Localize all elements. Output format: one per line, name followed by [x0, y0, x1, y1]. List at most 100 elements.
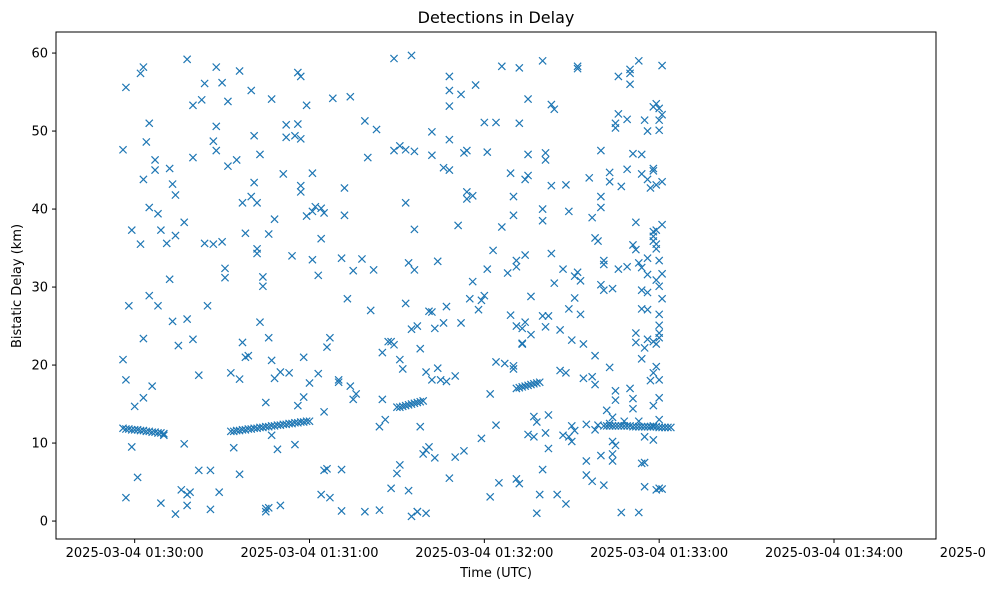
- data-point: [524, 171, 533, 180]
- data-point: [375, 422, 384, 431]
- data-point: [174, 341, 183, 350]
- data-point: [655, 256, 664, 265]
- data-point: [165, 275, 174, 284]
- data-point: [320, 208, 329, 217]
- data-point: [180, 218, 189, 227]
- data-point: [212, 122, 221, 131]
- data-point: [264, 333, 273, 342]
- data-point: [643, 175, 652, 184]
- data-point: [282, 133, 291, 142]
- data-point: [401, 145, 410, 154]
- data-point: [628, 404, 637, 413]
- data-point: [177, 485, 186, 494]
- data-point: [395, 355, 404, 364]
- data-point: [658, 294, 667, 303]
- data-point: [491, 421, 501, 430]
- data-point: [130, 402, 139, 411]
- data-point: [628, 240, 637, 249]
- data-point: [180, 439, 189, 448]
- data-point: [165, 164, 174, 173]
- data-point: [637, 286, 646, 295]
- data-point: [605, 168, 614, 177]
- data-point: [427, 151, 436, 160]
- data-point: [229, 443, 238, 452]
- data-point: [378, 348, 387, 357]
- data-point: [395, 403, 404, 412]
- data-point: [637, 150, 646, 159]
- data-point: [235, 470, 244, 479]
- data-point: [419, 396, 428, 405]
- data-point: [588, 372, 597, 381]
- data-point: [515, 383, 524, 392]
- data-point: [334, 378, 343, 387]
- data-point: [148, 382, 157, 391]
- data-point: [308, 169, 317, 178]
- data-point: [576, 276, 585, 285]
- data-point: [445, 72, 454, 81]
- data-point: [623, 165, 632, 174]
- data-point: [206, 466, 215, 475]
- data-point: [159, 431, 168, 440]
- data-point: [556, 325, 565, 334]
- data-point: [136, 69, 145, 78]
- data-point: [658, 61, 667, 70]
- data-point: [247, 192, 256, 201]
- data-point: [626, 69, 635, 78]
- data-point: [506, 169, 515, 178]
- data-point: [255, 150, 264, 159]
- data-point: [643, 270, 652, 279]
- data-point: [515, 119, 524, 128]
- data-point: [317, 490, 326, 499]
- data-point: [515, 479, 524, 488]
- data-point: [293, 120, 302, 129]
- data-point: [404, 258, 413, 267]
- data-point: [512, 262, 521, 271]
- data-point: [611, 441, 620, 450]
- data-point: [468, 277, 477, 286]
- data-point: [524, 381, 533, 390]
- data-point: [573, 268, 582, 277]
- data-point: [267, 356, 276, 365]
- data-point: [640, 343, 649, 352]
- data-point: [226, 368, 235, 377]
- data-point: [314, 369, 323, 378]
- data-point: [477, 296, 486, 305]
- data-point: [468, 191, 477, 200]
- data-point: [401, 401, 410, 410]
- data-point: [649, 421, 658, 430]
- data-point: [433, 257, 442, 266]
- data-point: [614, 421, 623, 430]
- data-point: [655, 423, 664, 432]
- data-point: [663, 423, 672, 432]
- data-point: [352, 389, 361, 398]
- data-point: [494, 478, 503, 487]
- data-point: [183, 55, 192, 64]
- data-point: [212, 63, 221, 72]
- data-point: [188, 335, 197, 344]
- data-point: [442, 302, 451, 311]
- data-point: [261, 504, 270, 513]
- data-point: [439, 163, 448, 172]
- data-point: [162, 239, 171, 248]
- data-point: [614, 265, 623, 274]
- data-point: [445, 166, 454, 175]
- data-point: [544, 311, 553, 320]
- data-point: [637, 354, 646, 363]
- data-point: [124, 301, 133, 310]
- data-point: [407, 51, 416, 60]
- data-point: [183, 501, 192, 510]
- data-point: [643, 254, 652, 263]
- data-point: [253, 198, 262, 207]
- data-point: [238, 338, 247, 347]
- data-point: [436, 375, 445, 384]
- data-point: [532, 417, 541, 427]
- data-point: [427, 375, 436, 384]
- data-point: [608, 456, 617, 466]
- data-point: [261, 398, 270, 407]
- data-point: [398, 364, 407, 373]
- data-point: [561, 180, 570, 189]
- data-point: [410, 399, 419, 408]
- data-point: [658, 423, 667, 432]
- data-point: [637, 459, 646, 468]
- data-point: [212, 146, 221, 155]
